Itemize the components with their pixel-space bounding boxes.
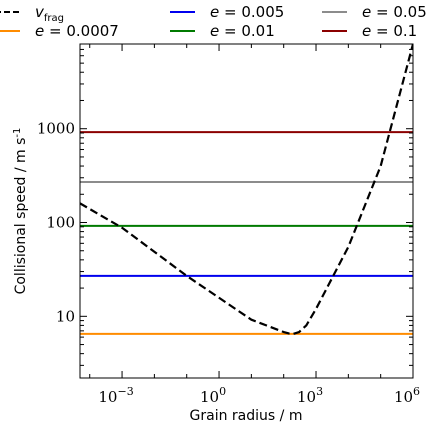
legend-item-e_0.005: e = 0.005 bbox=[170, 3, 284, 21]
legend-label-value: = 0.01 bbox=[219, 22, 275, 40]
legend-label: e = 0.0007 bbox=[35, 22, 119, 40]
y-tick-label: 100 bbox=[46, 214, 75, 232]
legend-item-v_frag: vfrag bbox=[0, 3, 64, 24]
legend-label: vfrag bbox=[35, 3, 64, 24]
legend-label: e = 0.05 bbox=[362, 3, 427, 21]
y-tick-label: 1000 bbox=[37, 120, 75, 138]
x-axis-label: Grain radius / m bbox=[190, 408, 303, 424]
x-tick-label-exp: 6 bbox=[413, 385, 420, 398]
y-axis-label-exp: -1 bbox=[12, 128, 23, 138]
legend-label: e = 0.01 bbox=[210, 22, 275, 40]
legend-item-e_0.01: e = 0.01 bbox=[170, 22, 275, 40]
plot-frame bbox=[79, 43, 414, 379]
x-tick-label-base: 10 bbox=[297, 388, 316, 406]
legend-label-var: e bbox=[362, 22, 371, 40]
legend-label: e = 0.1 bbox=[362, 22, 417, 40]
x-tick-label: 10−3 bbox=[98, 385, 133, 406]
x-tick-label-base: 10 bbox=[394, 388, 413, 406]
legend-label-var: e bbox=[362, 3, 371, 21]
y-axis-label: Collisional speed / m s-1 bbox=[12, 128, 29, 295]
legend-label-var: e bbox=[210, 22, 219, 40]
x-tick-label-base: 10 bbox=[98, 388, 117, 406]
x-tick-label-exp: 0 bbox=[219, 385, 226, 398]
x-tick-label-exp: 3 bbox=[316, 385, 323, 398]
x-tick-label: 100 bbox=[200, 385, 226, 406]
y-tick-label: 10 bbox=[56, 307, 75, 325]
legend-label-value: = 0.0007 bbox=[44, 22, 119, 40]
x-tick-label: 106 bbox=[394, 385, 420, 406]
x-tick-label-base: 10 bbox=[200, 388, 219, 406]
legend-item-e_0.0007: e = 0.0007 bbox=[0, 22, 119, 40]
x-tick-label: 103 bbox=[297, 385, 323, 406]
legend-label-value: = 0.1 bbox=[371, 22, 417, 40]
legend-label-var: e bbox=[210, 3, 219, 21]
x-tick-label-exp: −3 bbox=[117, 385, 133, 398]
legend-label-main: v bbox=[35, 3, 45, 21]
legend-label-value: = 0.05 bbox=[371, 3, 427, 21]
legend-label-var: e bbox=[35, 22, 44, 40]
legend-label-value: = 0.005 bbox=[219, 3, 284, 21]
series-line-vfrag bbox=[80, 44, 413, 335]
legend-item-e_0.05: e = 0.05 bbox=[322, 3, 427, 21]
y-axis-label-main: Collisional speed / m s bbox=[13, 138, 29, 295]
legend-label: e = 0.005 bbox=[210, 3, 284, 21]
plot-lines bbox=[80, 44, 413, 335]
legend-item-e_0.1: e = 0.1 bbox=[322, 22, 417, 40]
legend-label-sub: frag bbox=[44, 13, 64, 24]
